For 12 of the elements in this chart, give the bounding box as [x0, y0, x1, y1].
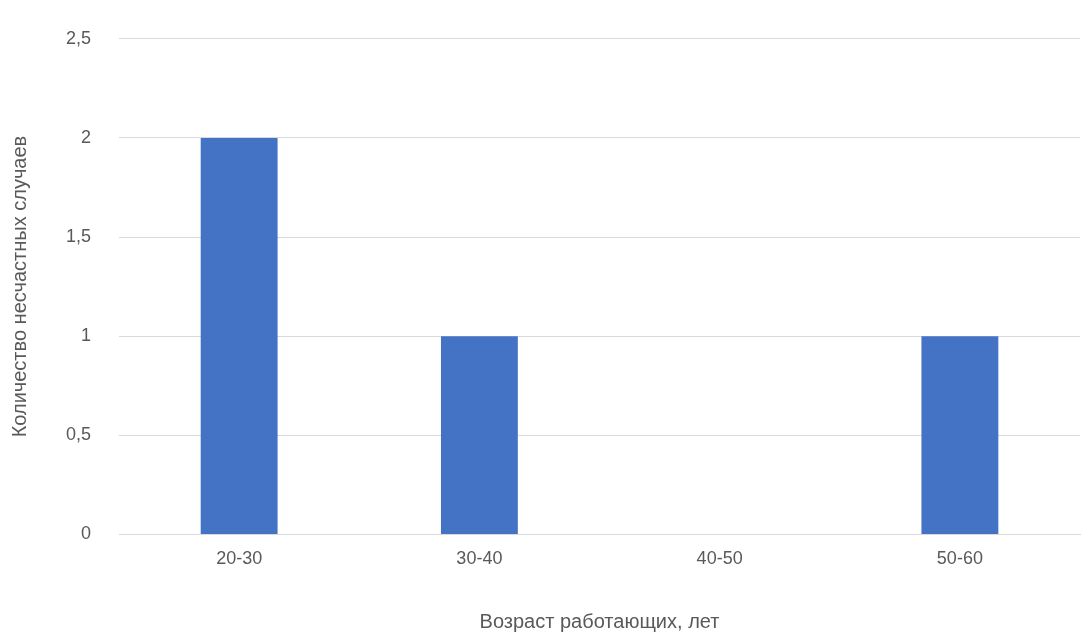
x-tick-label: 30-40: [456, 548, 503, 569]
y-tick-label: 1: [81, 325, 92, 346]
x-axis-title: Возраст работающих, лет: [479, 609, 720, 632]
x-tick-label: 40-50: [696, 548, 743, 569]
y-tick-label: 0: [81, 523, 92, 544]
y-tick-label: 2,5: [65, 27, 92, 48]
x-tick-label: 20-30: [216, 548, 263, 569]
y-tick-label: 0,5: [65, 424, 92, 445]
y-tick-label: 1,5: [65, 226, 92, 247]
y-axis-title: Количество несчастных случаев: [7, 135, 30, 438]
x-tick-label: 50-60: [936, 548, 983, 569]
y-tick-label: 2: [81, 126, 92, 147]
